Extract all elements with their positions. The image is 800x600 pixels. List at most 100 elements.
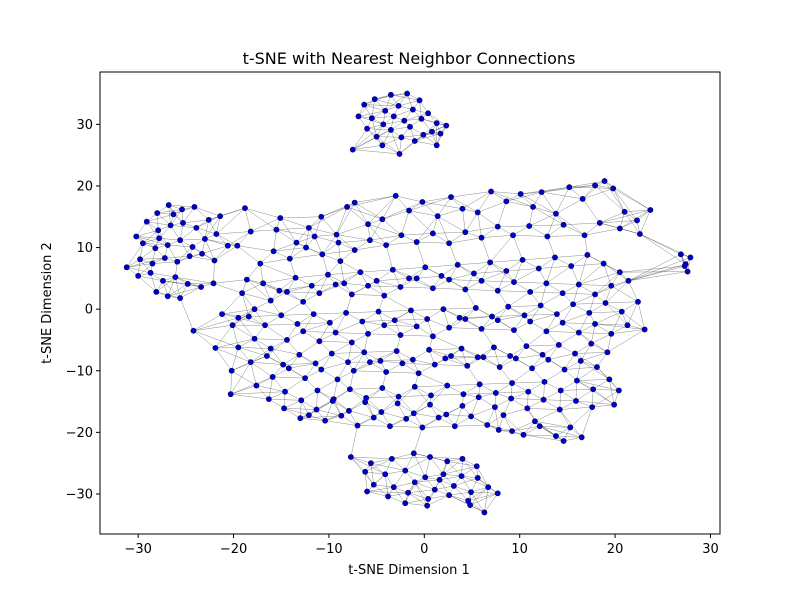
data-point	[568, 263, 575, 269]
data-point	[365, 221, 371, 228]
data-point	[433, 120, 440, 127]
neighbor-edge	[208, 207, 246, 221]
data-point	[344, 204, 350, 210]
neighbor-edge	[416, 215, 438, 243]
neighbor-edge	[159, 238, 181, 241]
neighbor-edge	[338, 242, 341, 262]
neighbor-edge	[313, 313, 330, 323]
neighbor-edge	[463, 392, 496, 395]
data-point	[251, 306, 258, 313]
neighbor-edge	[139, 247, 156, 260]
data-point	[475, 394, 482, 401]
neighbor-edge	[526, 345, 543, 355]
neighbor-edge	[563, 224, 585, 236]
neighbor-edge	[407, 477, 426, 493]
data-point	[435, 414, 442, 421]
data-point	[229, 322, 236, 329]
neighbor-edge	[357, 417, 374, 426]
neighbor-edge	[382, 387, 398, 404]
neighbor-edge	[365, 458, 392, 473]
data-point	[462, 316, 469, 322]
neighbor-edge	[246, 263, 261, 280]
neighbor-edge	[576, 380, 615, 405]
neighbor-edge	[628, 263, 686, 282]
neighbor-edge	[405, 453, 415, 471]
data-point	[390, 113, 397, 120]
data-point	[478, 234, 485, 241]
neighbor-edge	[470, 397, 479, 417]
neighbor-edge	[513, 234, 548, 237]
neighbor-edge	[335, 332, 369, 335]
neighbor-edge	[370, 462, 406, 471]
neighbor-edge	[335, 332, 352, 343]
data-point	[394, 400, 401, 407]
data-point	[616, 225, 623, 232]
neighbor-edge	[215, 347, 251, 363]
data-point	[555, 341, 562, 348]
neighbor-edge	[593, 379, 610, 390]
data-point	[458, 473, 465, 479]
neighbor-edge	[336, 223, 369, 235]
data-point	[154, 210, 161, 216]
data-point	[164, 293, 171, 300]
neighbor-edge	[448, 243, 458, 265]
neighbor-edge	[576, 380, 594, 390]
data-point	[448, 353, 454, 359]
neighbor-edge	[461, 466, 477, 477]
neighbor-edge	[354, 195, 396, 203]
neighbor-edge	[364, 104, 386, 112]
data-point	[278, 312, 285, 319]
data-point	[592, 321, 598, 327]
neighbor-edge	[360, 271, 377, 282]
y-tick-label: 0	[85, 303, 93, 318]
data-point	[269, 374, 276, 380]
neighbor-edge	[288, 368, 306, 379]
neighbor-edge	[241, 292, 255, 310]
neighbor-edge	[434, 355, 452, 365]
data-point	[511, 327, 517, 334]
data-point	[434, 213, 441, 220]
neighbor-edge	[272, 368, 289, 378]
neighbor-edge	[449, 494, 469, 501]
data-point	[440, 471, 447, 478]
neighbor-edge	[412, 359, 435, 365]
neighbor-edge	[371, 118, 377, 137]
data-point	[510, 232, 516, 239]
neighbor-edge	[408, 267, 426, 279]
neighbor-edge	[575, 389, 594, 402]
neighbor-edge	[555, 213, 585, 236]
neighbor-edge	[522, 259, 539, 269]
neighbor-edge	[238, 347, 251, 363]
data-point	[459, 455, 466, 462]
data-point	[335, 239, 342, 246]
neighbor-edge	[179, 297, 194, 331]
neighbor-edge	[370, 458, 392, 464]
neighbor-edge	[150, 272, 157, 292]
neighbor-edge	[546, 331, 579, 333]
data-point	[319, 251, 326, 258]
data-point	[405, 489, 411, 496]
neighbor-edge	[369, 219, 383, 241]
data-point	[300, 298, 307, 305]
neighbor-edge	[230, 385, 257, 395]
neighbor-edge	[414, 482, 429, 500]
data-point	[273, 226, 280, 233]
neighbor-edge	[354, 239, 371, 251]
neighbor-edge	[564, 360, 581, 370]
data-point	[529, 365, 535, 372]
neighbor-edge	[413, 427, 423, 454]
data-point	[383, 369, 390, 375]
neighbor-edge	[524, 313, 557, 316]
neighbor-edge	[543, 399, 560, 410]
neighbor-edge	[238, 317, 266, 326]
neighbor-edge	[347, 342, 353, 363]
neighbor-edge	[599, 220, 638, 224]
neighbor-edge	[265, 323, 298, 326]
neighbor-edge	[395, 195, 410, 211]
neighbor-edge	[366, 474, 386, 492]
y-tick-label: 20	[76, 179, 93, 194]
neighbor-edge	[511, 421, 536, 432]
neighbor-edge	[425, 474, 444, 478]
data-point	[416, 97, 423, 104]
data-point	[560, 438, 567, 444]
